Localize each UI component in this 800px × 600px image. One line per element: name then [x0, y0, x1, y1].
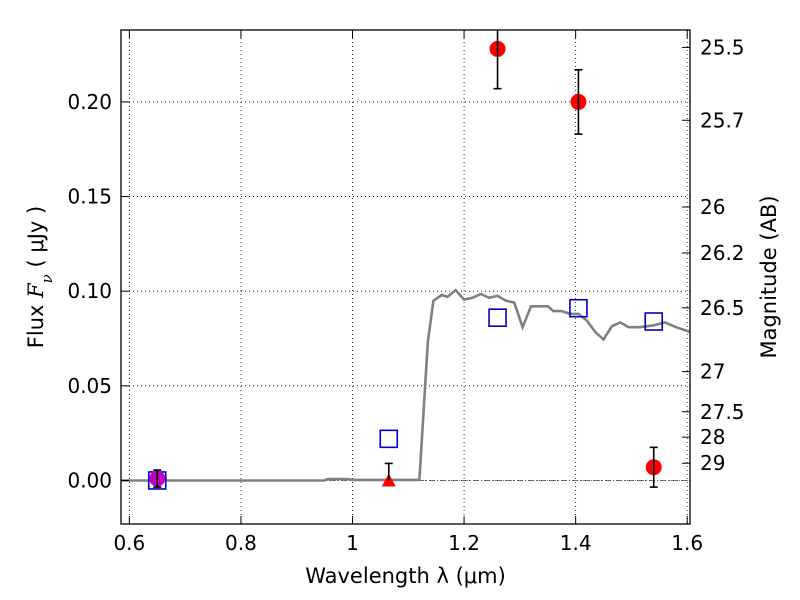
right-tick-label: 26.2: [700, 241, 745, 265]
right-tick-label: 29: [700, 451, 725, 475]
axis-ticks: 0.6 0.8 1 1.2 1.4 1.6 0.00 0.05 0.10 0.15 0.20 25.5…: [67, 30, 745, 555]
y-axis-label-subscript: ν: [38, 274, 56, 283]
series-open-square: [147, 298, 664, 490]
right-tick-label: 26.5: [700, 296, 745, 320]
right-tick-label: 28: [700, 425, 725, 449]
model-flux-square: [644, 312, 664, 331]
right-axis-label: Magnitude (AB): [757, 195, 781, 358]
series-filled-circle: [489, 30, 662, 488]
x-tick-label: 1: [346, 531, 359, 555]
x-tick-label: 1.6: [671, 531, 703, 555]
y-axis-label-suffix: ( μJy ): [24, 206, 48, 274]
x-tick-label: 1.2: [448, 531, 480, 555]
model-flux-square: [379, 429, 399, 449]
series-layer: [121, 30, 690, 490]
x-tick-label: 0.6: [113, 531, 145, 555]
right-tick-label: 27.5: [700, 400, 745, 424]
model-spectrum-line: [121, 288, 690, 482]
grid: [121, 30, 690, 524]
x-axis-label: Wavelength λ (μm): [305, 564, 506, 588]
y-tick-label: 0.15: [67, 185, 112, 209]
y-tick-label: 0.05: [67, 374, 112, 398]
x-tick-label: 0.8: [225, 531, 257, 555]
y-tick-label: 0.20: [67, 90, 112, 114]
y-tick-label: 0.00: [67, 468, 112, 492]
right-tick-label: 25.7: [700, 108, 745, 132]
series-filled-triangle: [381, 462, 396, 487]
series-filled-circle: [149, 469, 166, 488]
model-flux-square: [488, 308, 507, 327]
y-axis-label: Flux Fν ( μJy ): [24, 206, 56, 348]
plot-frame: [120, 29, 691, 525]
series-line: [121, 288, 690, 482]
right-tick-label: 27: [700, 360, 725, 384]
right-tick-label: 26: [700, 195, 725, 219]
model-flux-square: [569, 298, 588, 318]
y-tick-label: 0.10: [67, 279, 112, 303]
x-tick-label: 1.4: [560, 531, 592, 555]
y-axis-label-symbol: F: [24, 282, 48, 299]
y-axis-label-prefix: Flux: [24, 298, 48, 348]
right-tick-label: 25.5: [700, 35, 745, 59]
